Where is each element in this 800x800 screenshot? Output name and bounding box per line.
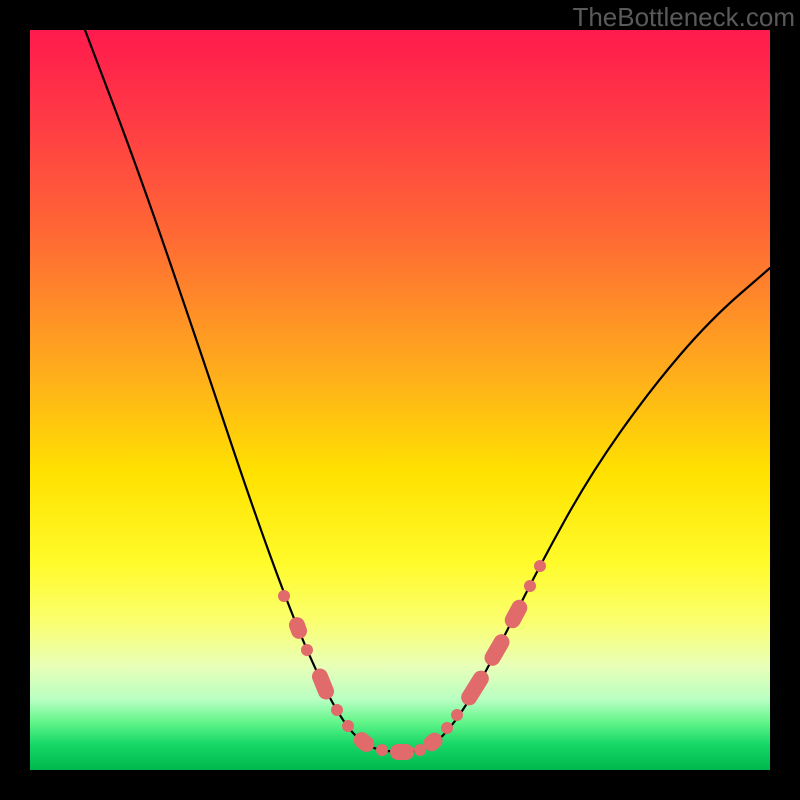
watermark-label: TheBottleneck.com xyxy=(572,2,795,33)
marker-dot xyxy=(451,709,463,721)
marker-dot xyxy=(278,590,290,602)
marker-pill xyxy=(390,744,414,760)
bottleneck-chart xyxy=(0,0,800,800)
plot-area xyxy=(30,30,770,770)
marker-dot xyxy=(301,644,313,656)
marker-dot xyxy=(331,704,343,716)
marker-dot xyxy=(441,722,453,734)
gradient-background xyxy=(30,30,770,770)
marker-dot xyxy=(342,720,354,732)
marker-dot xyxy=(524,580,536,592)
marker-dot xyxy=(376,744,388,756)
marker-dot xyxy=(534,560,546,572)
